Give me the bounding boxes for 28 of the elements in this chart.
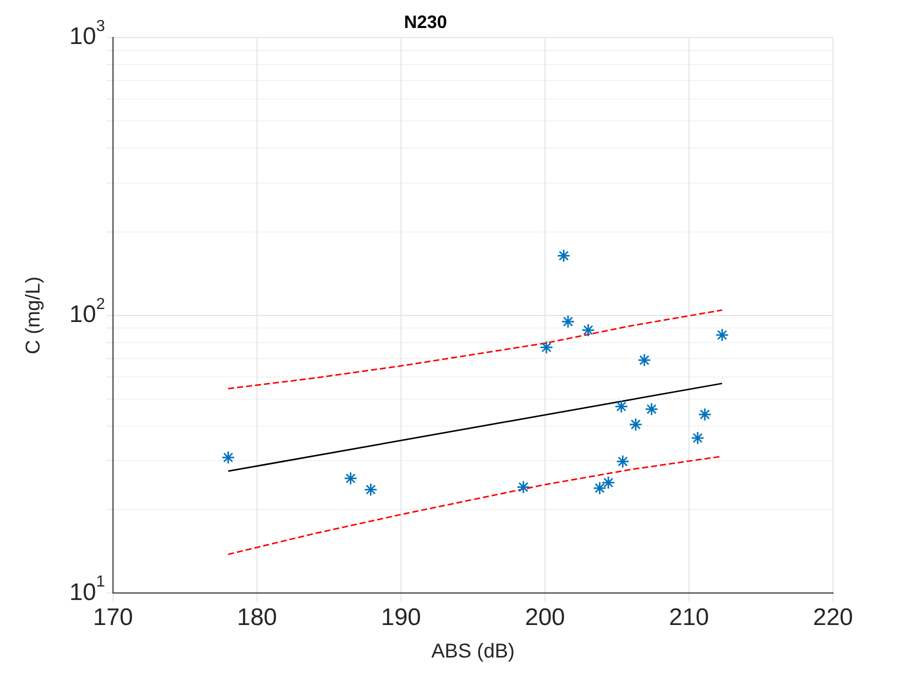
x-tick-label: 180	[236, 604, 278, 632]
point	[644, 402, 658, 416]
point	[690, 431, 704, 445]
point	[221, 450, 235, 464]
point	[561, 314, 575, 328]
point	[592, 481, 606, 495]
point	[715, 328, 729, 342]
x-tick-label: 170	[92, 604, 134, 632]
point	[698, 408, 712, 422]
point	[614, 400, 628, 414]
point	[602, 476, 616, 490]
point	[540, 340, 554, 354]
x-tick-label: 210	[668, 604, 710, 632]
point	[638, 353, 652, 367]
line-series	[227, 309, 723, 390]
point	[628, 418, 642, 432]
point	[364, 482, 378, 496]
point	[344, 472, 358, 486]
x-tick-label: 190	[380, 604, 422, 632]
x-tick-label: 220	[812, 604, 854, 632]
point	[616, 454, 630, 468]
chart-title: N230	[404, 12, 448, 32]
y-axis-title: C (mg/L)	[22, 276, 45, 354]
point	[581, 323, 595, 337]
point	[556, 248, 570, 262]
x-axis-title: ABS (dB)	[431, 640, 515, 663]
x-tick-label: 200	[524, 604, 566, 632]
point	[516, 480, 530, 494]
